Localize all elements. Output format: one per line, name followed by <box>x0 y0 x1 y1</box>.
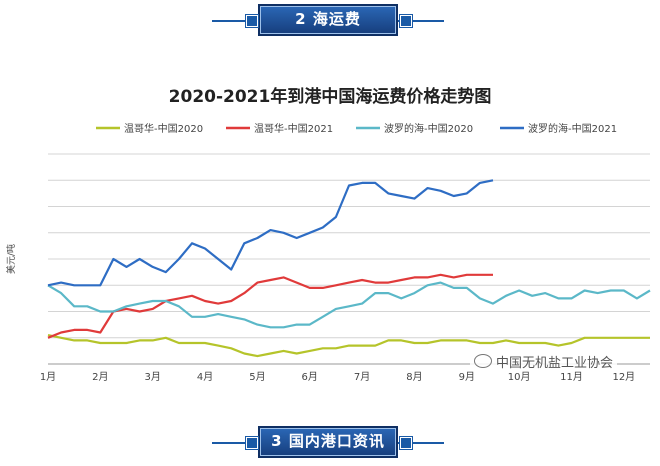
wechat-icon <box>474 354 492 368</box>
series-line <box>47 281 651 329</box>
y-axis-label: 美元/吨 <box>5 244 17 274</box>
legend-label: 波罗的海-中国2021 <box>528 122 617 135</box>
banner-square-left <box>246 15 258 27</box>
series-line <box>47 273 493 339</box>
series-line <box>47 179 494 287</box>
legend-label: 波罗的海-中国2020 <box>384 122 473 135</box>
banner-title: 3 国内港口资讯 <box>258 426 398 458</box>
chart-title: 2020-2021年到港中国海运费价格走势图 <box>169 86 492 107</box>
watermark-text: 中国无机盐工业协会 <box>496 356 614 371</box>
banner-square-left <box>246 437 258 449</box>
banner-line-right <box>396 442 444 444</box>
x-tick-label: 6月 <box>302 371 318 383</box>
banner-line-left <box>212 442 260 444</box>
banner-line-left <box>212 20 260 22</box>
section-banner-ports: 3 国内港口资讯 <box>0 426 660 460</box>
x-tick-label: 5月 <box>249 371 265 383</box>
watermark: 中国无机盐工业协会 <box>470 352 618 371</box>
legend-label: 温哥华-中国2020 <box>124 122 203 135</box>
x-tick-label: 7月 <box>354 371 370 383</box>
section-banner-shipping: 2 海运费 <box>0 4 660 38</box>
legend-label: 温哥华-中国2021 <box>254 122 333 135</box>
x-tick-label: 2月 <box>92 371 108 383</box>
x-tick-label: 12月 <box>612 371 635 383</box>
banner-square-right <box>400 15 412 27</box>
x-tick-label: 1月 <box>40 371 56 383</box>
banner-title: 2 海运费 <box>258 4 398 36</box>
x-tick-label: 9月 <box>459 371 475 383</box>
banner-line-right <box>396 20 444 22</box>
series-line <box>47 334 650 358</box>
x-tick-label: 4月 <box>197 371 213 383</box>
x-tick-label: 3月 <box>145 371 161 383</box>
x-tick-label: 11月 <box>560 371 583 383</box>
x-tick-label: 8月 <box>406 371 422 383</box>
banner-square-right <box>400 437 412 449</box>
x-tick-label: 10月 <box>508 371 531 383</box>
